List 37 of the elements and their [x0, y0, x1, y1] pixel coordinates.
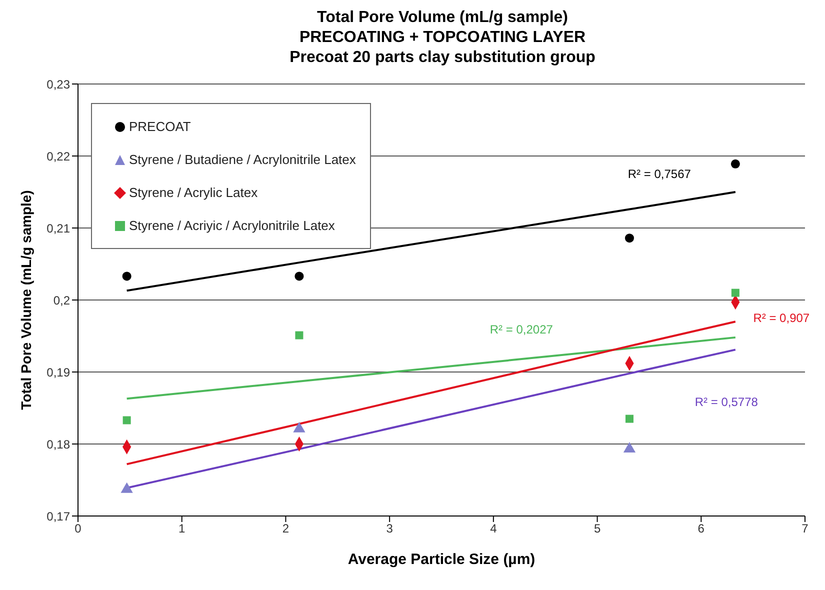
y-axis-title: Total Pore Volume (mL/g sample): [18, 190, 34, 410]
x-tick-label: 5: [594, 522, 601, 536]
y-tick-label: 0,2: [53, 293, 70, 308]
y-tick-label: 0,22: [46, 149, 70, 164]
point: [120, 482, 133, 493]
point: [730, 159, 740, 168]
x-axis-title: Average Particle Size (µm): [348, 551, 536, 568]
x-tick-label: 2: [282, 522, 290, 536]
point: [624, 234, 634, 243]
point: [122, 416, 131, 424]
annotation: R² = 0,7567: [628, 167, 692, 182]
point: [122, 272, 132, 281]
x-tick-label: 7: [802, 522, 809, 536]
legend-label: Styrene / Acrylic Latex: [129, 185, 258, 200]
y-tick-label: 0,18: [46, 437, 70, 452]
point: [293, 422, 306, 432]
y-tick-label: 0,23: [46, 77, 70, 92]
y-tick-label: 0,21: [46, 221, 70, 236]
point: [295, 331, 304, 340]
chart-title: Total Pore Volume (mL/g sample) PRECOATING + TOPCOATING LAYER Precoat 20 parts clay substitution group: [288, 8, 596, 68]
point: [625, 414, 634, 423]
y-tick-label: 0,19: [46, 365, 70, 380]
legend-label: PRECOAT: [129, 119, 191, 134]
x-tick-label: 4: [490, 522, 498, 536]
legend-label: Styrene / Acriyic / Acrylonitrile Latex: [129, 218, 335, 233]
x-tick-label: 6: [698, 522, 705, 536]
annotation: R² = 0,5778: [694, 394, 758, 409]
annotation: R² = 0,907: [753, 310, 810, 325]
point: [623, 442, 636, 453]
annotation: R² = 0,2027: [490, 322, 554, 337]
legend-label: Styrene / Butadiene / Acrylonitrile Latex: [129, 152, 356, 167]
y-tick-label: 0,17: [46, 509, 70, 524]
x-tick-label: 1: [178, 522, 186, 536]
x-tick-label: 3: [386, 522, 394, 536]
point: [731, 288, 740, 297]
x-tick-label: 0: [74, 522, 82, 536]
point: [294, 272, 304, 281]
